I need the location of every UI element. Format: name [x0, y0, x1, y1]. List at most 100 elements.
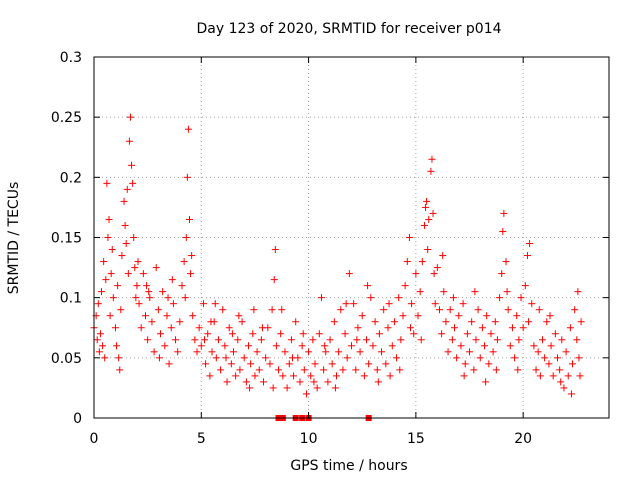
data-point — [148, 318, 156, 326]
data-point — [385, 300, 393, 308]
data-point — [287, 336, 295, 344]
data-point — [121, 221, 129, 229]
data-point — [573, 336, 581, 344]
data-points — [90, 113, 585, 421]
data-point — [371, 318, 379, 326]
data-point — [108, 246, 116, 254]
data-point — [567, 390, 575, 398]
data-point — [418, 258, 426, 266]
data-point — [549, 372, 557, 380]
data-point — [107, 270, 115, 278]
data-point — [459, 300, 467, 308]
data-point — [225, 324, 233, 332]
data-point — [106, 312, 114, 320]
data-point — [154, 306, 162, 314]
data-point — [326, 336, 334, 344]
data-point — [470, 366, 478, 374]
data-point — [558, 336, 566, 344]
data-point — [401, 282, 409, 290]
data-point — [207, 318, 215, 326]
data-point — [407, 324, 415, 332]
data-point — [178, 282, 186, 290]
data-point — [152, 264, 160, 272]
data-point — [530, 342, 538, 350]
data-point — [420, 221, 428, 229]
data-point — [528, 300, 536, 308]
data-point — [290, 372, 298, 380]
data-point — [499, 227, 507, 235]
data-point — [182, 234, 190, 241]
data-point — [120, 197, 128, 205]
data-point — [144, 336, 152, 344]
data-point — [339, 366, 347, 374]
data-point — [247, 360, 255, 368]
data-point — [468, 318, 476, 326]
data-point — [342, 300, 350, 308]
data-point — [506, 342, 514, 350]
data-point — [492, 366, 500, 374]
data-point — [223, 378, 231, 386]
data-point — [208, 348, 216, 356]
data-point — [246, 384, 254, 392]
data-point — [330, 318, 338, 326]
data-point — [283, 384, 291, 392]
data-point — [227, 360, 235, 368]
data-point — [424, 246, 432, 254]
data-point — [341, 330, 349, 338]
data-point — [266, 360, 274, 368]
data-point — [405, 234, 413, 241]
data-point — [299, 330, 307, 338]
data-point — [185, 215, 193, 223]
data-point — [569, 360, 577, 368]
data-point — [310, 378, 318, 386]
data-point — [476, 354, 484, 362]
data-point — [96, 330, 104, 338]
data-point — [95, 348, 103, 356]
data-point — [515, 336, 523, 344]
data-point — [255, 366, 263, 374]
data-point — [397, 336, 405, 344]
data-point — [483, 312, 491, 320]
data-point — [363, 336, 371, 344]
data-point — [305, 348, 313, 356]
data-point — [139, 270, 147, 278]
data-point — [369, 342, 377, 350]
data-point — [353, 336, 361, 344]
data-point — [189, 312, 197, 320]
data-point — [504, 306, 512, 314]
data-point — [535, 306, 543, 314]
data-point — [221, 342, 229, 350]
data-point — [275, 366, 283, 374]
data-point — [373, 366, 381, 374]
data-point — [212, 354, 220, 362]
data-point — [487, 330, 495, 338]
data-point — [575, 354, 583, 362]
data-point — [364, 282, 372, 290]
data-point — [102, 276, 110, 284]
data-point — [164, 294, 172, 302]
data-point — [270, 276, 278, 284]
data-point — [455, 312, 463, 320]
y-tick-label: 0 — [73, 411, 82, 427]
data-point — [551, 330, 559, 338]
data-point — [360, 372, 368, 380]
data-point — [438, 330, 446, 338]
y-tick-label: 0.25 — [51, 110, 82, 126]
data-point — [103, 179, 111, 187]
data-point — [417, 336, 425, 344]
data-point — [238, 318, 246, 326]
data-point — [137, 324, 145, 332]
data-point — [206, 372, 214, 380]
data-point — [180, 258, 188, 266]
data-point — [240, 354, 248, 362]
data-point — [485, 360, 493, 368]
data-point — [423, 197, 431, 205]
data-point — [161, 342, 169, 350]
data-point — [195, 324, 203, 332]
data-point — [285, 360, 293, 368]
x-tick-label: 20 — [514, 431, 532, 447]
data-point — [384, 324, 392, 332]
data-point — [331, 384, 339, 392]
x-tick-label: 10 — [300, 431, 318, 447]
data-point — [427, 167, 435, 175]
